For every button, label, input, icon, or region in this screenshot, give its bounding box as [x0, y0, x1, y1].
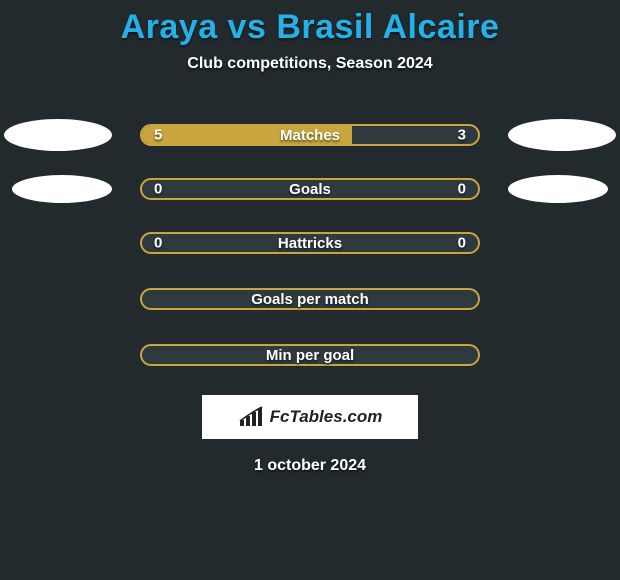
stat-row: Matches 5 3 — [0, 119, 620, 151]
spacer — [508, 227, 616, 259]
stats-rows: Matches 5 3 Goals 0 0 Hattricks 0 0 Goals per mat… — [0, 119, 620, 371]
stat-row: Min per goal — [0, 339, 620, 371]
page-subtitle: Club competitions, Season 2024 — [187, 55, 432, 73]
stat-value-left: 5 — [154, 127, 162, 144]
stat-bar: Min per goal — [140, 344, 480, 366]
stat-label: Hattricks — [278, 235, 342, 252]
stat-bar: Hattricks 0 0 — [140, 232, 480, 254]
spacer — [508, 339, 616, 371]
stat-label: Goals — [289, 181, 331, 198]
spacer — [4, 283, 112, 315]
team-left-blob — [12, 175, 112, 203]
stat-value-left: 0 — [154, 235, 162, 252]
stat-value-left: 0 — [154, 181, 162, 198]
stat-value-right: 0 — [458, 235, 466, 252]
spacer — [4, 227, 112, 259]
date-label: 1 october 2024 — [254, 457, 366, 475]
page-title: Araya vs Brasil Alcaire — [121, 8, 500, 47]
team-left-blob — [4, 119, 112, 151]
stat-row: Goals 0 0 — [0, 175, 620, 203]
spacer — [4, 339, 112, 371]
team-right-blob — [508, 175, 608, 203]
stat-value-right: 3 — [458, 127, 466, 144]
stat-label: Goals per match — [251, 291, 369, 308]
spacer — [508, 283, 616, 315]
content-container: Araya vs Brasil Alcaire Club competition… — [0, 0, 620, 580]
stat-row: Hattricks 0 0 — [0, 227, 620, 259]
stat-value-right: 0 — [458, 181, 466, 198]
stat-label: Matches — [280, 127, 340, 144]
stat-bar: Goals 0 0 — [140, 178, 480, 200]
stat-bar: Goals per match — [140, 288, 480, 310]
bar-chart-icon — [238, 406, 266, 428]
stat-label: Min per goal — [266, 347, 354, 364]
stat-row: Goals per match — [0, 283, 620, 315]
brand-text: FcTables.com — [270, 407, 383, 427]
stat-bar: Matches 5 3 — [140, 124, 480, 146]
team-right-blob — [508, 119, 616, 151]
brand-box: FcTables.com — [202, 395, 418, 439]
